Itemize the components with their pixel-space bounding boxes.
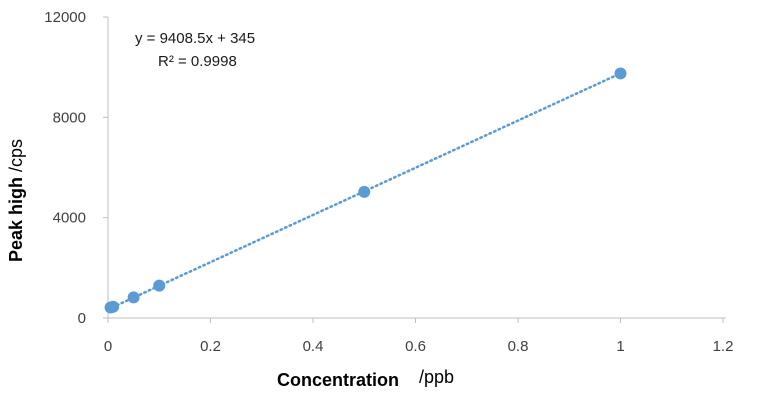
- r-squared-label: R² = 0.9998: [158, 53, 237, 70]
- data-points: [104, 67, 627, 314]
- y-axis-unit: /cps: [6, 139, 26, 172]
- x-axis-label: Concentration: [277, 370, 399, 390]
- x-tick-labels: 0 0.2 0.4 0.6 0.8 1 1.2: [104, 338, 734, 355]
- y-tick-label: 8000: [53, 109, 86, 126]
- x-tick-label: 0: [104, 338, 112, 355]
- x-axis-title: Concentration /ppb: [277, 367, 454, 390]
- data-point: [127, 291, 140, 304]
- x-tick-marks: [107, 318, 724, 323]
- y-axis-title: Peak high /cps: [6, 139, 26, 262]
- trendline-equation: y = 9408.5x + 345: [135, 30, 255, 47]
- y-tick-label: 0: [78, 310, 86, 327]
- data-point: [107, 300, 120, 313]
- data-point: [358, 185, 371, 198]
- x-tick-label: 1.2: [713, 338, 734, 355]
- x-tick-label: 0.4: [303, 338, 324, 355]
- x-tick-label: 0.8: [508, 338, 529, 355]
- x-tick-label: 0.2: [200, 338, 221, 355]
- x-tick-label: 1: [616, 338, 624, 355]
- y-tick-label: 4000: [53, 210, 86, 227]
- y-axis-label: Peak high: [6, 177, 26, 262]
- y-tick-marks: [103, 16, 108, 319]
- x-tick-label: 0.6: [405, 338, 426, 355]
- y-tick-label: 12000: [44, 9, 86, 26]
- data-point: [153, 279, 166, 292]
- data-point: [614, 67, 627, 80]
- x-axis-unit: /ppb: [419, 367, 454, 387]
- y-tick-labels: 0 4000 8000 12000: [44, 9, 86, 327]
